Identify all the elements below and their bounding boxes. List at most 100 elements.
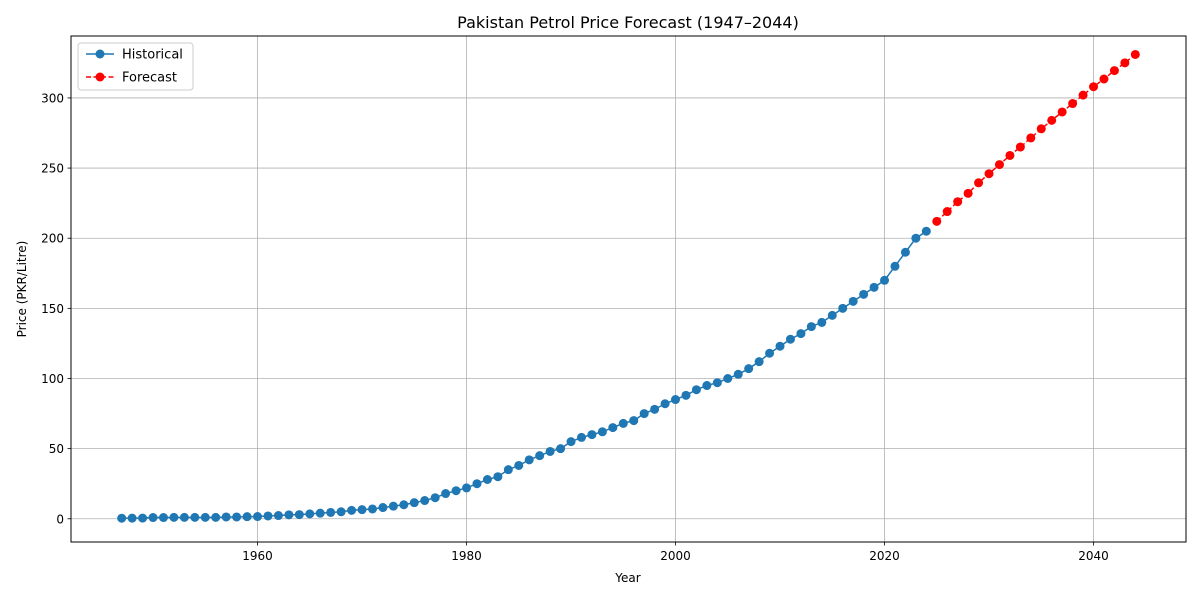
data-point-historical [378, 503, 388, 513]
data-point-historical [660, 399, 670, 409]
data-point-historical [399, 500, 409, 510]
data-point-forecast [963, 188, 973, 198]
data-point-historical [608, 423, 618, 433]
data-point-historical [232, 512, 242, 522]
data-point-historical [420, 496, 430, 506]
data-point-historical [900, 247, 910, 257]
data-point-historical [618, 418, 628, 428]
data-point-historical [158, 513, 168, 523]
data-point-historical [785, 334, 795, 344]
data-point-forecast [953, 197, 963, 207]
y-tick-label: 250 [41, 162, 64, 176]
data-point-historical [921, 226, 931, 236]
data-point-historical [514, 460, 524, 470]
x-tick-label: 2000 [660, 549, 691, 563]
data-point-historical [179, 512, 189, 522]
data-point-historical [326, 507, 336, 517]
data-point-historical [315, 508, 325, 518]
x-axis-label: Year [614, 571, 640, 585]
data-point-historical [263, 511, 273, 521]
data-point-historical [566, 437, 576, 447]
data-point-historical [880, 275, 890, 285]
data-point-forecast [1026, 133, 1036, 143]
data-point-forecast [1089, 82, 1099, 92]
data-point-historical [472, 479, 482, 489]
legend-marker-forecast [95, 72, 105, 82]
data-point-forecast [1057, 107, 1067, 117]
data-point-historical [273, 511, 283, 521]
data-point-historical [650, 404, 660, 414]
data-point-historical [148, 513, 158, 523]
y-tick-label: 300 [41, 91, 64, 105]
chart-title: Pakistan Petrol Price Forecast (1947–204… [457, 13, 799, 32]
data-point-forecast [974, 178, 984, 188]
data-layer [117, 49, 1140, 523]
y-tick-label: 0 [56, 512, 64, 526]
data-point-historical [587, 430, 597, 440]
data-point-historical [629, 416, 639, 426]
legend-marker-historical [95, 49, 105, 59]
data-point-historical [367, 504, 377, 514]
data-point-historical [754, 357, 764, 367]
data-point-historical [221, 512, 231, 522]
data-point-historical [702, 381, 712, 391]
data-point-historical [556, 444, 566, 454]
data-point-historical [796, 329, 806, 339]
data-point-historical [200, 512, 210, 522]
x-tick-label: 2020 [869, 549, 900, 563]
data-point-historical [723, 374, 733, 383]
data-point-historical [859, 289, 869, 299]
plot-frame [70, 35, 1187, 543]
data-point-historical [639, 409, 649, 419]
data-point-forecast [1068, 99, 1078, 109]
data-point-historical [691, 385, 701, 395]
data-point-historical [388, 501, 398, 511]
data-point-historical [305, 509, 315, 519]
data-point-forecast [1109, 66, 1119, 76]
data-point-historical [806, 322, 816, 332]
data-point-historical [441, 489, 451, 499]
data-point-forecast [994, 160, 1004, 170]
x-tick-label: 1960 [242, 549, 273, 563]
data-point-historical [744, 364, 754, 374]
data-point-historical [503, 465, 513, 475]
data-point-historical [336, 507, 346, 517]
data-point-historical [524, 455, 534, 465]
x-tick-label: 1980 [451, 549, 482, 563]
data-point-historical [775, 341, 785, 351]
y-axis: 0 50 100 150 200 250 300 [41, 91, 71, 526]
data-point-forecast [1015, 142, 1025, 152]
legend-label-historical: Historical [122, 48, 183, 63]
data-point-historical [681, 390, 691, 400]
data-point-historical [138, 513, 148, 523]
data-point-historical [430, 493, 440, 503]
data-point-forecast [984, 169, 994, 179]
data-point-historical [117, 513, 127, 523]
data-point-historical [817, 317, 827, 327]
data-point-historical [869, 282, 879, 292]
data-point-historical [347, 505, 357, 515]
data-point-historical [576, 432, 586, 442]
data-point-historical [890, 261, 900, 271]
data-point-historical [284, 510, 294, 520]
data-point-historical [211, 512, 221, 522]
y-tick-label: 150 [41, 302, 64, 316]
x-tick-label: 2040 [1078, 549, 1109, 563]
data-point-historical [127, 513, 137, 523]
data-point-historical [545, 446, 555, 456]
y-tick-label: 200 [41, 232, 64, 246]
y-axis-label: Price (PKR/Litre) [15, 241, 29, 338]
data-point-historical [462, 483, 472, 493]
data-point-historical [493, 472, 503, 482]
data-point-historical [733, 369, 743, 379]
data-point-historical [838, 303, 848, 313]
data-point-historical [451, 486, 461, 496]
y-tick-label: 50 [49, 442, 64, 456]
data-point-historical [294, 510, 304, 520]
data-point-historical [765, 348, 775, 358]
data-point-forecast [1005, 150, 1015, 160]
x-axis: 1960 1980 2000 2020 2040 [242, 542, 1109, 563]
legend: Historical Forecast [77, 42, 194, 91]
data-point-historical [597, 427, 607, 437]
